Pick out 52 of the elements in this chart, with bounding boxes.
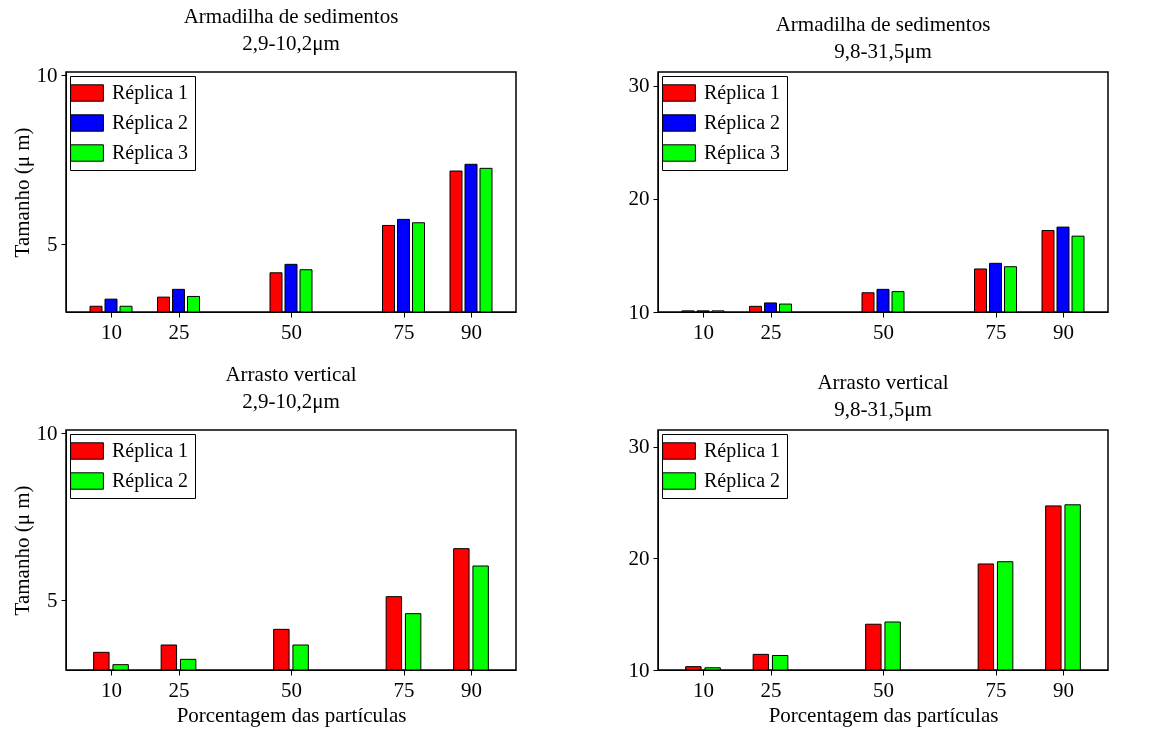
chart-subtitle: 2,9-10,2μm <box>242 31 340 56</box>
chart-subtitle: 9,8-31,5μm <box>834 39 932 63</box>
legend-label: Réplica 2 <box>112 469 189 492</box>
x-tick-label: 75 <box>985 677 1007 702</box>
legend-label: Réplica 1 <box>112 439 189 462</box>
x-tick-label: 50 <box>873 319 894 344</box>
y-axis-title: Tamanho (μ m) <box>9 485 34 616</box>
x-tick-label: 90 <box>461 319 482 344</box>
y-tick-label: 5 <box>47 587 58 612</box>
x-tick-label: 10 <box>693 677 714 702</box>
x-tick-label: 25 <box>760 677 782 702</box>
x-tick-label: 90 <box>1053 677 1074 702</box>
chart-title: Arrasto vertical <box>817 370 949 394</box>
chart-subtitle: 2,9-10,2μm <box>242 389 340 414</box>
legend-label: Réplica 3 <box>112 141 189 164</box>
x-tick-label: 75 <box>985 319 1007 344</box>
x-tick-label: 50 <box>281 677 302 702</box>
legend-label: Réplica 1 <box>704 439 781 462</box>
x-tick-label: 75 <box>393 319 415 344</box>
y-tick-label: 20 <box>628 186 650 211</box>
x-tick-label: 25 <box>168 319 190 344</box>
x-tick-label: 25 <box>760 319 782 344</box>
chart-title: Armadilha de sedimentos <box>775 12 991 36</box>
x-tick-label: 10 <box>101 677 122 702</box>
x-tick-label: 90 <box>1053 319 1074 344</box>
legend-label: Réplica 2 <box>112 111 189 134</box>
x-tick-label: 10 <box>693 319 714 344</box>
x-tick-label: 10 <box>101 319 122 344</box>
chart-subtitle: 9,8-31,5μm <box>834 397 932 421</box>
y-tick-label: 10 <box>628 299 650 324</box>
y-tick-label: 5 <box>47 231 58 256</box>
x-tick-label: 50 <box>281 319 302 344</box>
y-tick-label: 10 <box>36 420 58 445</box>
x-tick-label: 75 <box>393 677 415 702</box>
y-tick-label: 30 <box>628 434 650 459</box>
chart-title: Armadilha de sedimentos <box>183 4 399 29</box>
x-tick-label: 90 <box>461 677 482 702</box>
chart-title: Arrasto vertical <box>225 362 357 387</box>
legend-label: Réplica 2 <box>704 111 781 134</box>
legend-label: Réplica 2 <box>704 469 781 492</box>
y-tick-label: 10 <box>628 657 650 682</box>
y-axis-title: Tamanho (μ m) <box>9 127 34 258</box>
x-axis-title: Porcentagem das partículas <box>176 702 407 727</box>
y-tick-label: 30 <box>628 73 650 98</box>
y-tick-label: 20 <box>628 545 650 570</box>
x-axis-title: Porcentagem das partículas <box>768 702 999 727</box>
y-tick-label: 10 <box>36 62 58 87</box>
x-tick-label: 50 <box>873 677 894 702</box>
legend-label: Réplica 3 <box>704 141 781 164</box>
legend-label: Réplica 1 <box>112 81 189 104</box>
x-tick-label: 25 <box>168 677 190 702</box>
legend-label: Réplica 1 <box>704 81 781 104</box>
